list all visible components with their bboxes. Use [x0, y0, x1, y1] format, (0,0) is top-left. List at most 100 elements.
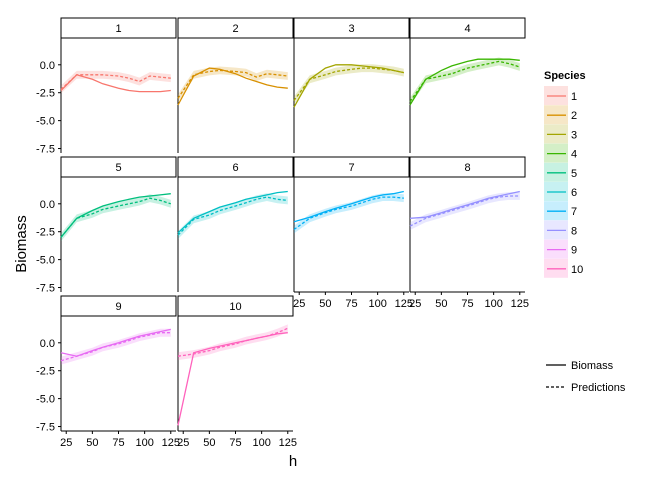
legend-item: 4 — [544, 143, 577, 163]
legend-linetype-item: Predictions — [546, 382, 626, 394]
facet-panel: 10 25 50 75 100 125 — [177, 295, 297, 449]
facet-strip — [409, 17, 526, 39]
legend-label: 7 — [571, 206, 577, 218]
facet-panel: 1 0.0 -2.5 -5.0 -7.5 — [36, 17, 177, 156]
biomass-line — [409, 58, 520, 106]
predictions-line — [293, 196, 404, 231]
prediction-ribbon — [178, 193, 288, 239]
biomass-line — [293, 190, 404, 223]
facet-strip-label: 7 — [348, 162, 354, 174]
legend-item: 7 — [544, 201, 577, 221]
y-axis-title: Biomass — [13, 215, 30, 273]
y-tick-label: 0.0 — [40, 60, 55, 72]
y-tick-label: -5.0 — [36, 394, 55, 406]
facet-panel: 2 — [177, 17, 294, 153]
legend: Species 1 2 3 4 5 6 7 8 9 10 Biomass Predictions — [544, 70, 626, 394]
facet-strip-label: 8 — [464, 162, 470, 174]
biomass-line — [177, 190, 288, 234]
x-tick-label: 125 — [395, 298, 413, 310]
facet-panel: 4 — [409, 17, 526, 153]
facet-strip — [177, 295, 294, 317]
y-tick-label: 0.0 — [40, 338, 55, 350]
legend-label: 10 — [571, 264, 583, 276]
legend-label: 4 — [571, 149, 577, 161]
facet-strip — [60, 17, 177, 39]
facet-strip — [60, 295, 177, 317]
y-tick-label: 0.0 — [40, 199, 55, 211]
x-tick-label: 100 — [135, 437, 153, 449]
facet-strip — [293, 17, 410, 39]
prediction-ribbon — [410, 57, 520, 106]
prediction-ribbon — [61, 328, 171, 365]
facet-strip-label: 3 — [348, 23, 354, 35]
prediction-ribbon — [410, 192, 520, 230]
legend-title: Species — [544, 70, 586, 82]
legend-label: 1 — [571, 91, 577, 103]
legend-item: 10 — [544, 258, 583, 278]
y-tick-label: -7.5 — [36, 422, 55, 434]
facet-strip-label: 2 — [232, 23, 238, 35]
prediction-ribbon — [61, 194, 171, 242]
predictions-line — [409, 60, 520, 102]
facet-strip — [409, 156, 526, 178]
facet-panels: 1 0.0 -2.5 -5.0 -7.5 2 3 4 5 0.0 -2.5 -5.0 -7.5 6 7 25 5… — [36, 17, 529, 449]
prediction-ribbon — [294, 193, 404, 234]
facet-strip-label: 9 — [115, 301, 121, 313]
y-tick-label: -2.5 — [36, 88, 55, 100]
y-tick-label: -7.5 — [36, 144, 55, 156]
x-tick-label: 25 — [293, 298, 305, 310]
x-tick-label: 75 — [112, 437, 124, 449]
x-tick-label: 100 — [252, 437, 270, 449]
legend-item: 8 — [544, 220, 577, 240]
facet-panel: 6 — [177, 156, 294, 292]
prediction-ribbon — [61, 70, 171, 94]
legend-label: 6 — [571, 187, 577, 199]
legend-linetype-label: Biomass — [571, 360, 614, 372]
facet-strip — [293, 156, 410, 178]
x-tick-label: 100 — [368, 298, 386, 310]
legend-label: 2 — [571, 110, 577, 122]
x-axis-title: h — [289, 453, 297, 470]
biomass-line — [60, 328, 171, 357]
legend-label: 9 — [571, 245, 577, 257]
predictions-line — [409, 195, 520, 227]
y-tick-label: -7.5 — [36, 283, 55, 295]
predictions-line — [60, 332, 171, 362]
facet-strip-label: 5 — [115, 162, 121, 174]
legend-label: 3 — [571, 129, 577, 141]
x-tick-label: 50 — [435, 298, 447, 310]
facet-strip-label: 4 — [464, 23, 470, 35]
legend-label: 8 — [571, 225, 577, 237]
x-tick-label: 25 — [409, 298, 421, 310]
facet-strip-label: 10 — [229, 301, 241, 313]
legend-linetype-label: Predictions — [571, 382, 626, 394]
x-tick-label: 75 — [461, 298, 473, 310]
predictions-line — [60, 74, 171, 90]
x-tick-label: 125 — [511, 298, 529, 310]
predictions-line — [177, 196, 288, 236]
prediction-ribbon — [178, 324, 288, 361]
x-tick-label: 50 — [86, 437, 98, 449]
legend-item: 9 — [544, 239, 577, 259]
x-tick-label: 50 — [319, 298, 331, 310]
predictions-line — [293, 67, 404, 101]
y-tick-label: -2.5 — [36, 227, 55, 239]
legend-item: 2 — [544, 105, 577, 125]
facet-strip — [60, 156, 177, 178]
facet-panel: 9 25 50 75 100 125 0.0 -2.5 -5.0 -7.5 — [36, 295, 180, 449]
legend-linetype-item: Biomass — [546, 360, 614, 372]
predictions-line — [177, 69, 288, 99]
legend-item: 5 — [544, 162, 577, 182]
x-tick-label: 25 — [177, 437, 189, 449]
facet-strip-label: 1 — [115, 23, 121, 35]
x-tick-label: 100 — [484, 298, 502, 310]
facet-strip — [177, 156, 294, 178]
legend-item: 3 — [544, 124, 577, 144]
y-tick-label: -5.0 — [36, 116, 55, 128]
x-tick-label: 125 — [162, 437, 180, 449]
y-tick-label: -5.0 — [36, 255, 55, 267]
x-tick-label: 25 — [60, 437, 72, 449]
facet-strip — [177, 17, 294, 39]
x-tick-label: 50 — [203, 437, 215, 449]
